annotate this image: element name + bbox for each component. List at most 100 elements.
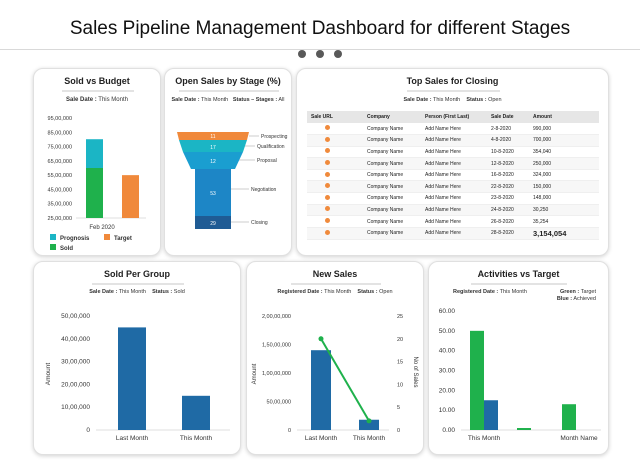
date-cell: 22-8-2020: [487, 180, 529, 194]
green-value: Target: [580, 289, 596, 295]
legend-green: Green : Target: [429, 289, 608, 295]
person-cell: Add Name Here: [421, 180, 487, 194]
y-tick-label: 0: [86, 427, 90, 434]
y-tick-label: 35,00,000: [48, 202, 72, 208]
sale-link-icon[interactable]: [325, 229, 330, 235]
sale-link-icon[interactable]: [325, 160, 330, 166]
sale-url-cell[interactable]: [307, 157, 363, 170]
blue-value: Achieved: [573, 296, 596, 302]
x-tick-label: Month Name: [560, 435, 598, 442]
date-cell: 12-8-2020: [487, 157, 529, 170]
y-tick-label: 75,00,000: [48, 145, 72, 151]
sale-link-icon[interactable]: [325, 125, 330, 131]
funnel-stage-closing: [195, 216, 231, 229]
sale-link-icon[interactable]: [325, 183, 330, 189]
amount-cell: 3,154,054: [529, 227, 599, 240]
sale-link-icon[interactable]: [325, 171, 330, 177]
company-cell: Company Name: [363, 215, 421, 228]
card-title-rule: [471, 283, 567, 285]
legend-swatch-target: [104, 234, 110, 240]
table-row: Company Name Add Name Here 22-8-2020 150,00…: [307, 180, 599, 194]
person-cell: Add Name Here: [421, 157, 487, 170]
sale-link-icon[interactable]: [325, 136, 330, 142]
sale-url-cell[interactable]: [307, 215, 363, 228]
sale-url-cell[interactable]: [307, 146, 363, 159]
card-title-rule: [92, 283, 184, 285]
sale-url-cell[interactable]: [307, 204, 363, 217]
y-tick-label: 65,00,000: [48, 159, 72, 165]
page-title: Sales Pipeline Management Dashboard for …: [69, 18, 571, 39]
col-sale-url: Sale URL: [307, 111, 363, 123]
status-label: Status :: [152, 289, 173, 295]
legend-blue: Blue : Achieved: [429, 296, 608, 302]
stage-value-prospecting: 11: [210, 134, 215, 140]
bar-target: [122, 175, 139, 218]
stage-label-closing: Closing: [251, 220, 268, 226]
amount-cell: 324,000: [529, 169, 599, 182]
sale-url-cell[interactable]: [307, 134, 363, 147]
y-tick-label: 0: [397, 428, 400, 434]
y-tick-label: 10: [397, 382, 403, 388]
green-label: Green :: [560, 289, 580, 295]
funnel-stage-proposal: [183, 152, 243, 169]
legend-swatch-sold: [50, 244, 56, 250]
subtitle-value: This Month: [324, 289, 352, 295]
status-value: Open: [379, 289, 393, 295]
card-title: Sold vs Budget: [64, 76, 130, 86]
subtitle-label: Sale Date :: [89, 289, 118, 295]
sale-link-icon[interactable]: [325, 194, 330, 200]
sale-link-icon[interactable]: [325, 218, 330, 224]
y-tick-label: 20.00: [439, 387, 456, 394]
sale-url-cell[interactable]: [307, 227, 363, 240]
company-cell: Company Name: [363, 134, 421, 147]
table-row: Company Name Add Name Here 4-8-2020 700,000: [307, 134, 599, 147]
subtitle-key: Date :: [307, 289, 323, 295]
company-cell: Company Name: [363, 146, 421, 159]
person-cell: Add Name Here: [421, 227, 487, 240]
table-row: Company Name Add Name Here 26-8-2020 35,254: [307, 215, 599, 228]
y-tick-label: 30.00: [439, 368, 456, 375]
subtitle-label: Sale Date :: [171, 97, 200, 103]
card-subtitle: Registered Date : This Month Status : Op…: [247, 289, 423, 295]
dot-1: [298, 50, 306, 58]
sold-vs-budget-card: Sold vs Budget Sale Date : This Month 95…: [33, 68, 161, 256]
amount-cell: 990,000: [529, 123, 599, 136]
y-tick-label: 45,00,000: [48, 187, 72, 193]
date-cell: 10-8-2020: [487, 146, 529, 159]
funnel-chart: 11 17 12 53 29 Prospecting Qualification…: [177, 132, 288, 229]
sale-url-cell[interactable]: [307, 192, 363, 205]
table-header-row: Sale URL Company Person (First Last) Sal…: [307, 111, 599, 123]
dot-3: [334, 50, 342, 58]
sale-link-icon[interactable]: [325, 206, 330, 212]
subtitle-value: This Month: [433, 97, 461, 103]
bar-0: [311, 350, 331, 430]
y-tick-label: 10,00,000: [61, 404, 90, 411]
top-sales-card: Top Sales for Closing Sale Date : This M…: [296, 68, 609, 256]
y-tick-label: 85,00,000: [48, 130, 72, 136]
bar-prognosis: [86, 139, 103, 168]
y-tick-label: 50.00: [439, 328, 456, 335]
person-cell: Add Name Here: [421, 215, 487, 228]
stage-value-qualification: 17: [210, 145, 216, 151]
status-value: Open: [488, 97, 502, 103]
sale-link-icon[interactable]: [325, 148, 330, 154]
y-tick-label: 95,00,000: [48, 116, 72, 122]
sales-count-point-0: [318, 336, 324, 342]
y-axis-label: Amount: [252, 363, 258, 384]
sale-url-cell[interactable]: [307, 180, 363, 194]
new-sales-chart: 2,00,00,000 1,50,00,000 1,00,00,000 50,00,0…: [252, 314, 418, 442]
person-cell: Add Name Here: [421, 192, 487, 205]
y-tick-label: 1,50,00,000: [262, 343, 291, 349]
stage-label-proposal: Proposal: [257, 158, 277, 164]
card-subtitle: Sale Date : This Month Status – Stages :…: [165, 97, 291, 103]
y2-axis-label: No of Sales: [412, 356, 418, 387]
legend-target: Target: [114, 236, 132, 242]
sale-url-cell[interactable]: [307, 169, 363, 182]
company-cell: Company Name: [363, 204, 421, 217]
card-title-rule: [62, 90, 134, 92]
legend-prognosis: Prognosis: [60, 236, 90, 242]
sale-url-cell[interactable]: [307, 123, 363, 136]
y-tick-label: 40.00: [439, 348, 456, 355]
card-title-rule: [179, 90, 279, 92]
page-dots: [0, 45, 640, 58]
